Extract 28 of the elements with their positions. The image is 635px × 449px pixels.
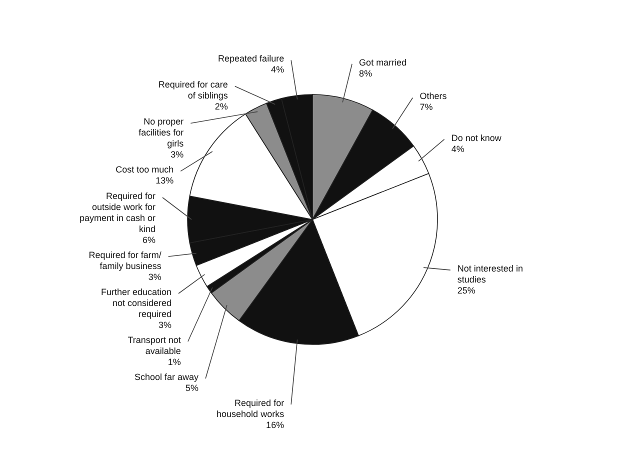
data-label: 1% [168,357,181,367]
data-label: 7% [420,102,433,112]
slice-label: School far away [134,372,200,382]
data-label: 3% [158,320,172,330]
slice-label: No proper facilities for girls [138,116,184,149]
slice-label: Not interested in studies [457,264,523,285]
slice-label: Cost too much [116,164,174,175]
data-label: 4% [451,144,464,154]
data-label: 4% [271,64,284,75]
data-label: 6% [142,235,156,245]
slice-label: Others [420,91,448,102]
slice-label: Required for care of siblings [158,80,228,101]
slice-label: Required for outside work for payment in cash or kind [79,191,156,234]
slice-label: Required for household works [216,398,285,419]
slice-label: Further education not considered required [100,287,172,319]
slice-label: Transport not available [128,335,182,356]
data-label: 16% [266,420,284,430]
slice-label: Required for farm/ family business [88,250,162,271]
slice-label: Do not know [451,132,502,143]
data-label: 25% [457,286,476,296]
data-label: 13% [156,176,174,186]
data-label: 5% [186,383,199,393]
data-label: 2% [214,102,228,112]
data-label: 8% [359,68,372,78]
slice-label: Repeated failure [218,54,284,64]
data-label: 3% [148,272,162,282]
slice-label: Got married [359,57,407,68]
data-label: 3% [170,150,184,160]
